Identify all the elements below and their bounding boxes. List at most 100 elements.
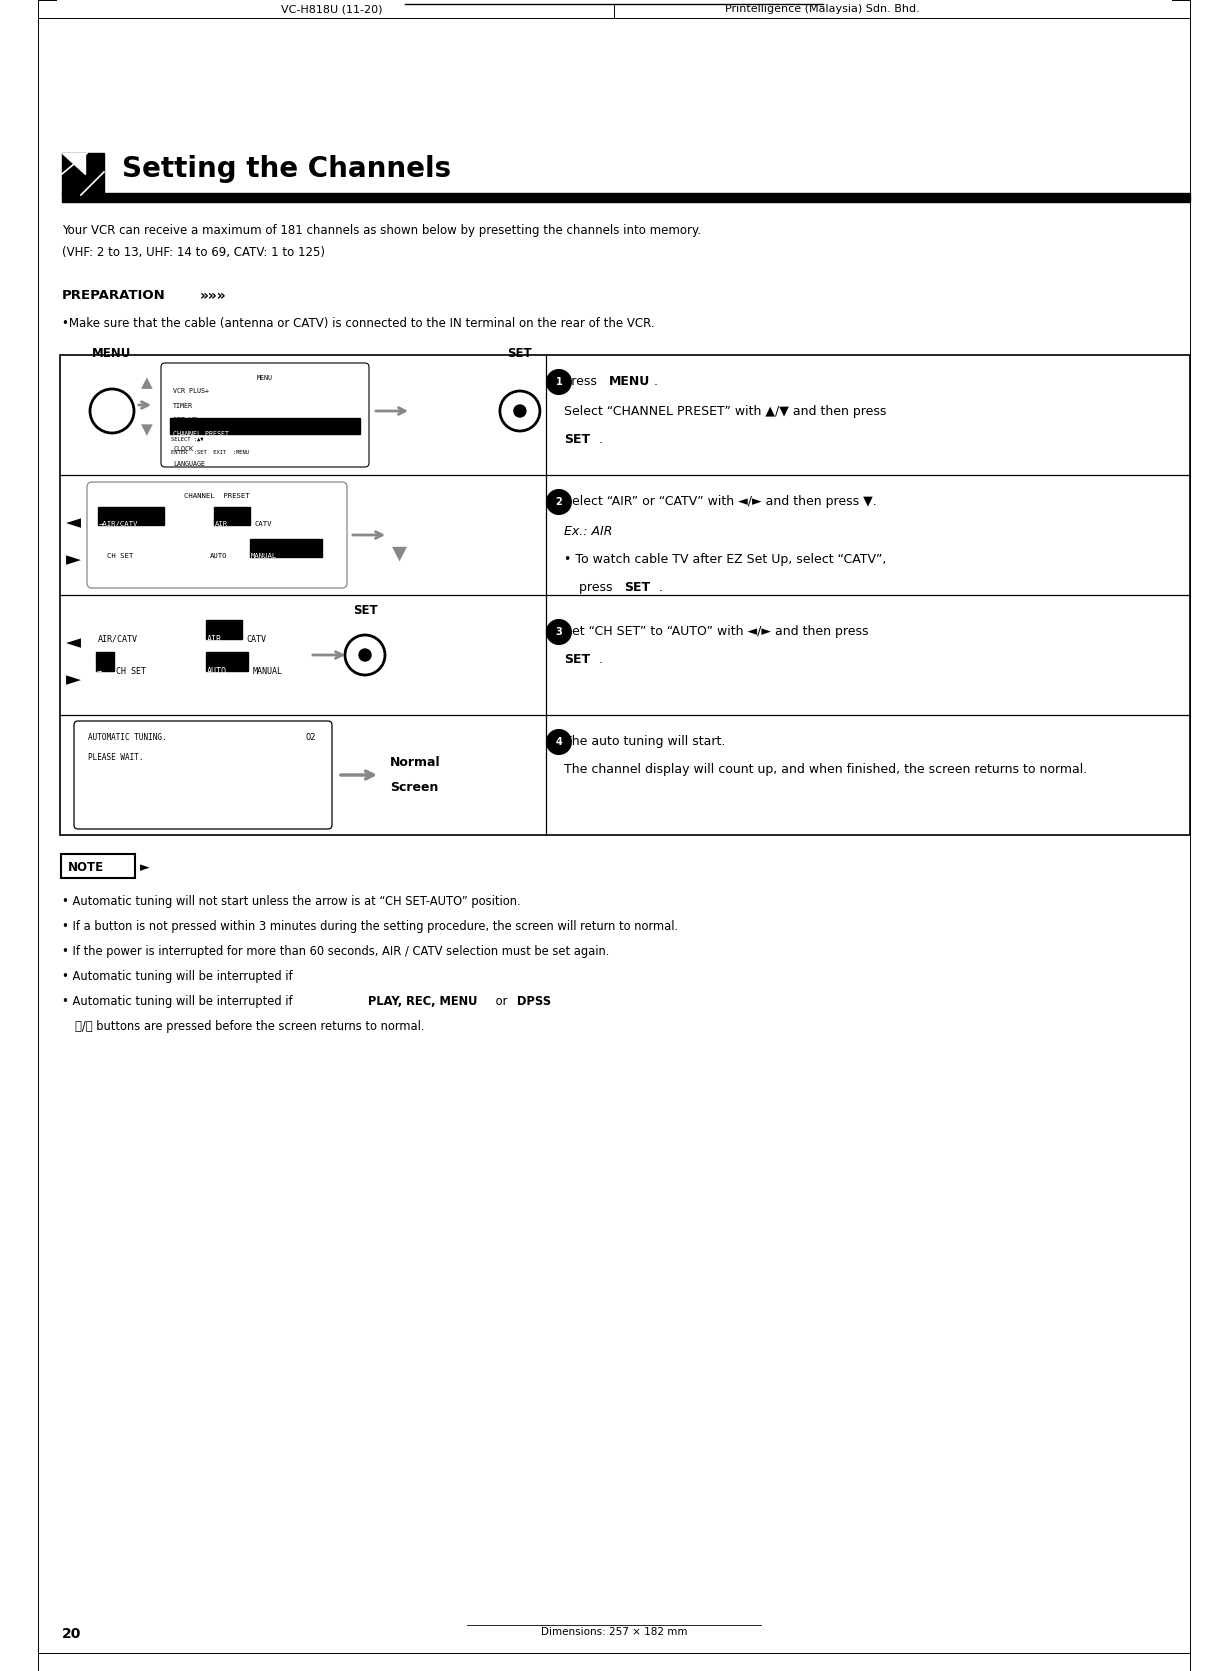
- Text: 1: 1: [555, 378, 562, 388]
- Text: MENU: MENU: [257, 374, 273, 381]
- Polygon shape: [61, 154, 85, 174]
- Text: VC-H818U (11-20): VC-H818U (11-20): [281, 3, 382, 13]
- Text: SET: SET: [624, 582, 650, 593]
- Text: CH SET: CH SET: [115, 667, 146, 677]
- Text: Select “CHANNEL PRESET” with ▲/▼ and then press: Select “CHANNEL PRESET” with ▲/▼ and the…: [564, 404, 887, 418]
- Text: LANGUAGE: LANGUAGE: [173, 461, 205, 466]
- Text: • Automatic tuning will be interrupted if: • Automatic tuning will be interrupted i…: [61, 969, 296, 983]
- Circle shape: [90, 389, 134, 433]
- Text: CLOCK: CLOCK: [173, 446, 193, 451]
- FancyBboxPatch shape: [74, 720, 332, 829]
- Text: AUTO: AUTO: [208, 667, 227, 677]
- Text: AUTOMATIC TUNING.: AUTOMATIC TUNING.: [88, 734, 167, 742]
- Text: Printelligence (Malaysia) Sdn. Bhd.: Printelligence (Malaysia) Sdn. Bhd.: [726, 3, 920, 13]
- Text: ENTER  :SET  EXIT  :MENU: ENTER :SET EXIT :MENU: [171, 449, 249, 455]
- Circle shape: [546, 490, 571, 515]
- Text: .: .: [599, 433, 603, 446]
- Text: DPSS: DPSS: [517, 994, 551, 1008]
- Text: or: or: [492, 994, 511, 1008]
- Text: MANUAL: MANUAL: [251, 553, 278, 560]
- Text: CHANNEL PRESET: CHANNEL PRESET: [173, 431, 228, 436]
- Text: ◄: ◄: [66, 633, 81, 652]
- Text: SET: SET: [564, 433, 589, 446]
- Bar: [206, 652, 248, 672]
- Text: • Automatic tuning will be interrupted if: • Automatic tuning will be interrupted i…: [61, 994, 296, 1008]
- Text: TIMER: TIMER: [173, 403, 193, 408]
- Bar: [61, 154, 104, 196]
- Text: PREPARATION: PREPARATION: [61, 289, 166, 302]
- Text: •Make sure that the cable (antenna or CATV) is connected to the IN terminal on t: •Make sure that the cable (antenna or CA…: [61, 317, 655, 329]
- Circle shape: [546, 620, 571, 643]
- Text: ►: ►: [140, 861, 150, 874]
- Text: 2: 2: [555, 496, 562, 506]
- Text: The channel display will count up, and when finished, the screen returns to norm: The channel display will count up, and w…: [564, 764, 1087, 775]
- Text: press: press: [578, 582, 616, 593]
- Text: Dimensions: 257 × 182 mm: Dimensions: 257 × 182 mm: [540, 1628, 688, 1638]
- Text: ►: ►: [66, 670, 81, 690]
- Text: NOTE: NOTE: [68, 861, 104, 874]
- Text: MENU: MENU: [92, 348, 131, 359]
- FancyBboxPatch shape: [61, 854, 135, 877]
- Circle shape: [546, 730, 571, 754]
- Text: .: .: [653, 374, 658, 388]
- Text: Setting the Channels: Setting the Channels: [122, 155, 451, 184]
- Text: ⓘ/ⓙ buttons are pressed before the screen returns to normal.: ⓘ/ⓙ buttons are pressed before the scree…: [75, 1019, 425, 1033]
- Text: AIR: AIR: [215, 521, 228, 526]
- Bar: [60, 354, 1190, 836]
- Circle shape: [345, 635, 386, 675]
- Text: Your VCR can receive a maximum of 181 channels as shown below by presetting the : Your VCR can receive a maximum of 181 ch…: [61, 224, 701, 237]
- Text: • To watch cable TV after EZ Set Up, select “CATV”,: • To watch cable TV after EZ Set Up, sel…: [564, 553, 887, 566]
- Text: SET: SET: [564, 653, 589, 667]
- Text: SELECT :▲▼: SELECT :▲▼: [171, 438, 204, 443]
- Text: ▼: ▼: [392, 543, 406, 563]
- Text: Press: Press: [564, 374, 600, 388]
- Text: →AIR/CATV: →AIR/CATV: [99, 521, 139, 526]
- Text: Screen: Screen: [391, 780, 438, 794]
- Text: ▲: ▲: [141, 376, 152, 391]
- Text: VCR PLUS+: VCR PLUS+: [173, 388, 209, 394]
- Circle shape: [546, 369, 571, 394]
- Circle shape: [500, 391, 540, 431]
- Text: CATV: CATV: [246, 635, 266, 643]
- Circle shape: [513, 404, 526, 418]
- Text: SET UP: SET UP: [173, 418, 196, 423]
- Text: 02: 02: [306, 734, 316, 742]
- Text: The auto tuning will start.: The auto tuning will start.: [564, 735, 726, 749]
- Text: PLAY, REC, MENU: PLAY, REC, MENU: [368, 994, 478, 1008]
- Bar: [61, 192, 1190, 202]
- Text: Normal: Normal: [391, 755, 441, 769]
- Text: Set “CH SET” to “AUTO” with ◄/► and then press: Set “CH SET” to “AUTO” with ◄/► and then…: [564, 625, 872, 638]
- Text: SET: SET: [507, 348, 532, 359]
- Text: SET: SET: [352, 603, 377, 617]
- Text: ▼: ▼: [141, 423, 152, 438]
- Text: »»»: »»»: [200, 289, 227, 302]
- Text: Select “AIR” or “CATV” with ◄/► and then press ▼.: Select “AIR” or “CATV” with ◄/► and then…: [564, 495, 877, 508]
- Text: (VHF: 2 to 13, UHF: 14 to 69, CATV: 1 to 125): (VHF: 2 to 13, UHF: 14 to 69, CATV: 1 to…: [61, 246, 325, 259]
- Text: • Automatic tuning will not start unless the arrow is at “CH SET-AUTO” position.: • Automatic tuning will not start unless…: [61, 896, 521, 907]
- Text: MANUAL: MANUAL: [253, 667, 282, 677]
- Text: →: →: [97, 667, 102, 677]
- Text: AIR/CATV: AIR/CATV: [98, 635, 138, 643]
- Bar: [169, 418, 360, 433]
- Text: ◄: ◄: [66, 513, 81, 533]
- Text: 3: 3: [555, 627, 562, 637]
- FancyBboxPatch shape: [87, 481, 348, 588]
- Bar: [214, 506, 251, 525]
- Text: CH SET: CH SET: [107, 553, 134, 560]
- Text: • If the power is interrupted for more than 60 seconds, AIR / CATV selection mus: • If the power is interrupted for more t…: [61, 946, 609, 957]
- Text: MENU: MENU: [609, 374, 650, 388]
- Text: 4: 4: [555, 737, 562, 747]
- Text: 20: 20: [61, 1628, 81, 1641]
- Bar: [96, 652, 114, 672]
- Text: .: .: [599, 653, 603, 667]
- Bar: [206, 620, 242, 638]
- FancyBboxPatch shape: [161, 363, 368, 466]
- Text: • If a button is not pressed within 3 minutes during the setting procedure, the : • If a button is not pressed within 3 mi…: [61, 921, 678, 932]
- Circle shape: [359, 648, 371, 662]
- Text: PLEASE WAIT.: PLEASE WAIT.: [88, 754, 144, 762]
- Bar: [98, 506, 165, 525]
- Text: AUTO: AUTO: [210, 553, 227, 560]
- Text: AIR: AIR: [208, 635, 222, 643]
- Text: CATV: CATV: [254, 521, 271, 526]
- Text: .: .: [659, 582, 663, 593]
